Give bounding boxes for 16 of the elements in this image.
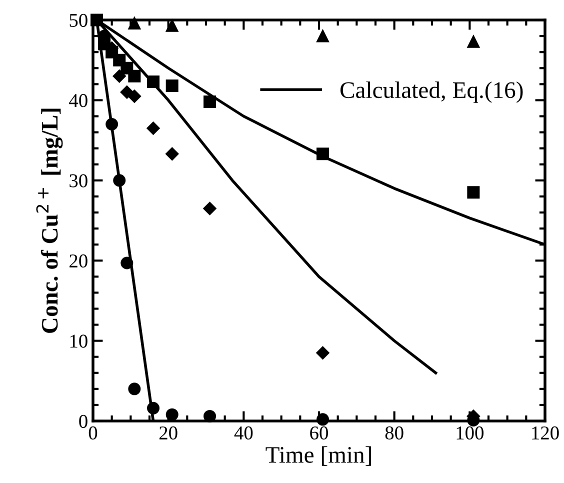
y-tick-label: 10 — [70, 334, 88, 348]
x-tick-label: 80 — [385, 426, 404, 440]
x-tick-label: 20 — [159, 426, 178, 440]
x-tick-label: 60 — [310, 426, 328, 440]
y-tick-label: 0 — [79, 414, 88, 428]
x-tick-label: 40 — [234, 426, 253, 440]
y-tick-label: 40 — [69, 94, 88, 108]
x-axis-title: Time [min] — [266, 446, 371, 466]
y-tick-label: 30 — [70, 174, 88, 188]
y-tick-label: 20 — [70, 254, 88, 268]
y-axis-title: Conc. of Cu$^{2+}$ [mg/L] — [36, 108, 63, 333]
x-tick-label: 120 — [532, 426, 559, 440]
x-tick-label: 0 — [88, 426, 98, 440]
x-tick-label: 100 — [456, 426, 484, 440]
y-tick-label: 50 — [70, 14, 88, 27]
legend-label: Calculated, Eq.(16) — [340, 81, 523, 103]
